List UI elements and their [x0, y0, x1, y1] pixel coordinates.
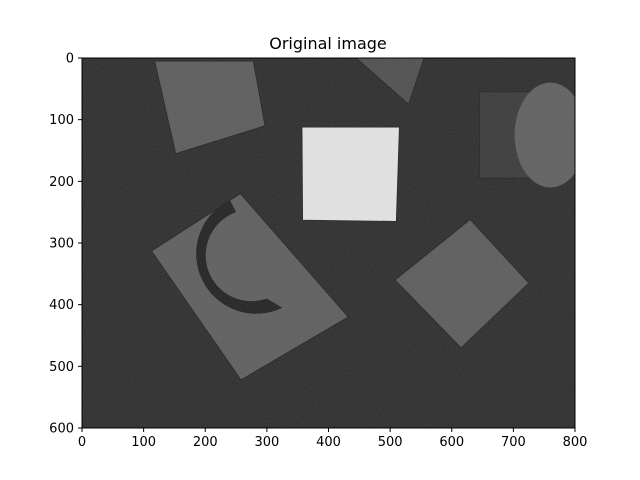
x-axis: 0 100 200 300 400 500 600 700 800	[78, 428, 588, 450]
y-tick-label: 200	[49, 175, 74, 190]
x-tick-label: 0	[78, 435, 86, 450]
x-tick-label: 800	[563, 435, 588, 450]
y-tick-label: 400	[49, 298, 74, 313]
x-tick-label: 400	[316, 435, 341, 450]
x-tick-label: 500	[378, 435, 403, 450]
y-tick-label: 300	[49, 237, 74, 252]
x-tick-label: 600	[439, 435, 464, 450]
y-tick-label: 100	[49, 113, 74, 128]
x-tick-label: 700	[501, 435, 526, 450]
y-tick-label: 600	[49, 422, 74, 437]
chart-title: Original image	[269, 34, 387, 53]
x-tick-label: 200	[193, 435, 218, 450]
image-noise	[82, 58, 575, 428]
y-axis: 0 100 200 300 400 500 600	[49, 52, 82, 437]
y-tick-label: 500	[49, 360, 74, 375]
y-tick-label: 0	[66, 52, 74, 67]
x-tick-label: 100	[131, 435, 156, 450]
x-tick-label: 300	[254, 435, 279, 450]
image-plot-area	[81, 57, 576, 429]
image	[82, 58, 575, 428]
